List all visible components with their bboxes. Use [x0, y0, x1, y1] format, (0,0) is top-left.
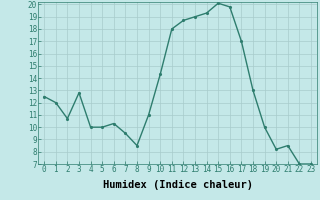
X-axis label: Humidex (Indice chaleur): Humidex (Indice chaleur) — [103, 180, 252, 190]
